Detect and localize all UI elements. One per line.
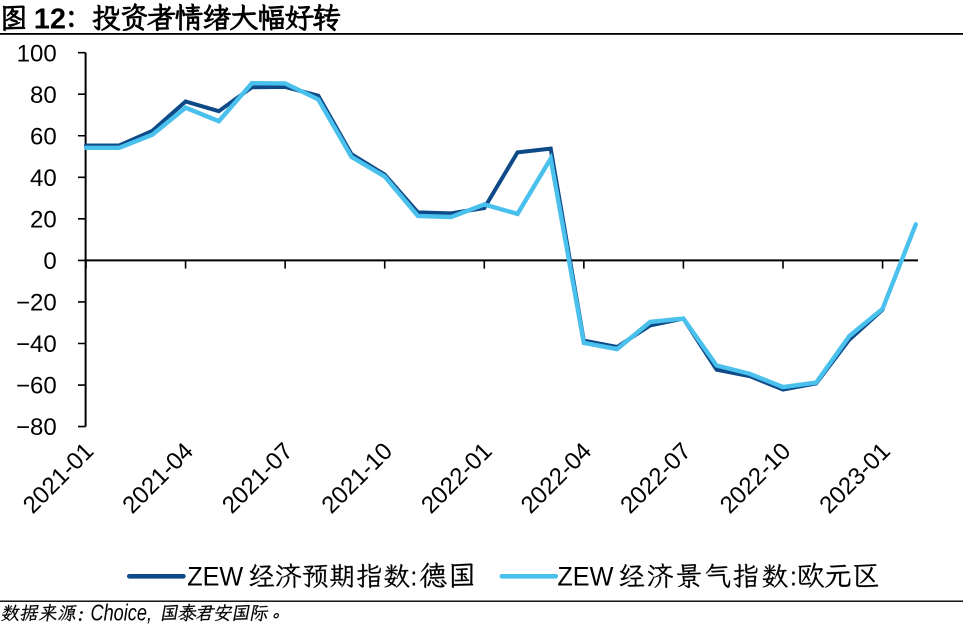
svg-text:−80: −80 <box>16 414 57 441</box>
svg-text:Choice,: Choice, <box>91 600 153 626</box>
svg-text:2023-01: 2023-01 <box>814 438 895 519</box>
svg-text:12: 12 <box>34 3 66 35</box>
svg-text:ZEW: ZEW <box>557 561 613 591</box>
svg-text:2022-04: 2022-04 <box>516 438 597 519</box>
svg-text:−60: −60 <box>16 373 57 400</box>
svg-text:0: 0 <box>43 248 56 275</box>
svg-text:2022-01: 2022-01 <box>416 438 497 519</box>
svg-text:2022-07: 2022-07 <box>615 438 696 519</box>
svg-text:2021-10: 2021-10 <box>317 438 398 519</box>
svg-text:ZEW: ZEW <box>187 561 243 591</box>
svg-text::: : <box>410 561 417 591</box>
svg-text::: : <box>790 561 797 591</box>
svg-text:−40: −40 <box>16 331 57 358</box>
svg-text:−20: −20 <box>16 290 57 317</box>
svg-text:2021-04: 2021-04 <box>117 438 198 519</box>
svg-text:40: 40 <box>30 165 57 192</box>
svg-text:2021-01: 2021-01 <box>18 438 99 519</box>
svg-text:100: 100 <box>17 40 57 67</box>
svg-text:20: 20 <box>30 206 57 233</box>
svg-text:2021-07: 2021-07 <box>217 438 298 519</box>
svg-text:60: 60 <box>30 123 57 150</box>
svg-text:2022-10: 2022-10 <box>715 438 796 519</box>
svg-text:80: 80 <box>30 82 57 109</box>
